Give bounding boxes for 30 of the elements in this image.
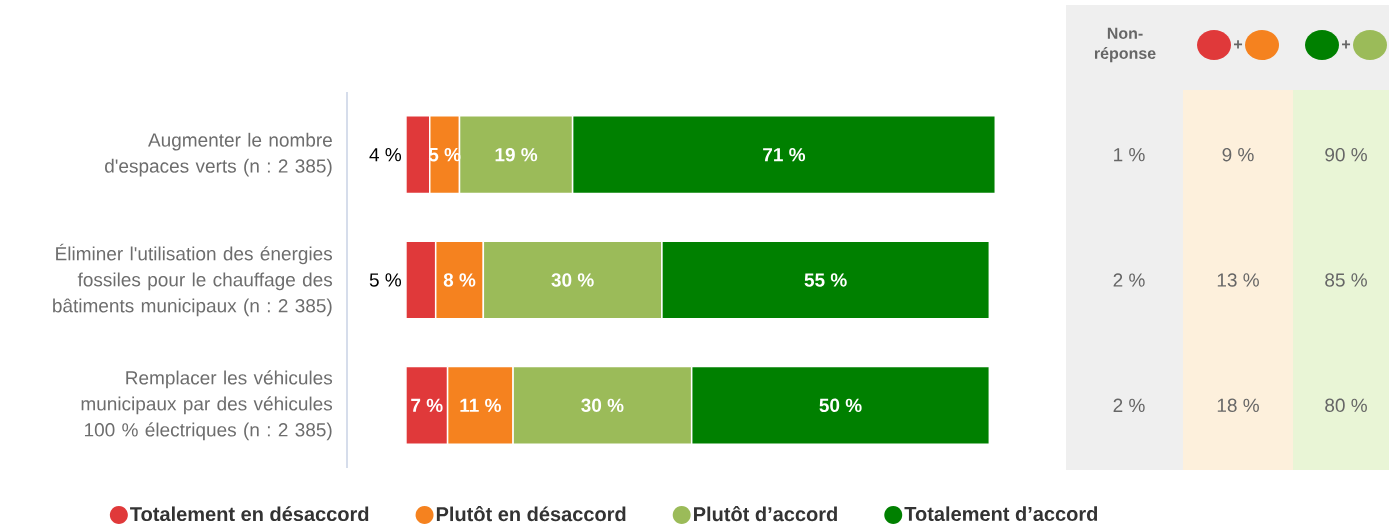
legend-label: Totalement en désaccord xyxy=(130,506,369,522)
data-label: 30 % xyxy=(581,398,624,413)
legend-label: Plutôt d’accord xyxy=(694,506,837,522)
y-tick-label: Éliminer l'utilisation des énergies fossiles pour le chauffage des bâtiments municipaux (n : 2 385) xyxy=(53,243,333,317)
data-label: 50 % xyxy=(819,398,862,413)
y-tick-label: Augmenter le nombre d'espaces verts (n : 2 385) xyxy=(105,132,332,177)
category-label: Non-réponse xyxy=(1094,27,1156,63)
text: 2 % xyxy=(1113,273,1145,287)
data-label: 19 % xyxy=(495,147,538,162)
legend-label: Totalement d’accord xyxy=(904,506,1098,522)
text: 1 % xyxy=(1114,148,1145,162)
text: 13 % xyxy=(1217,273,1259,287)
data-label: 8 % xyxy=(443,273,476,287)
legend-label: Plutôt en désaccord xyxy=(436,506,626,522)
data-label: 30 % xyxy=(551,273,594,287)
data-label: 7 % xyxy=(411,398,443,413)
data-label: 4 % xyxy=(369,148,402,162)
text: 80 % xyxy=(1325,398,1367,413)
data-label: 11 % xyxy=(460,398,501,413)
text: 2 % xyxy=(1113,398,1145,412)
text: 18 % xyxy=(1217,398,1259,413)
category-label: + xyxy=(1234,40,1243,49)
text: 90 % xyxy=(1325,147,1367,162)
category-label: + xyxy=(1342,40,1351,49)
data-label: 71 % xyxy=(763,147,806,162)
text: 85 % xyxy=(1325,273,1367,287)
y-tick-label: Remplacer les véhicules municipaux par des véhicules 100 % électriques (n : 2 385) xyxy=(81,370,333,441)
text: 9 % xyxy=(1222,147,1254,162)
data-label: 5 % xyxy=(369,273,402,287)
data-label: 55 % xyxy=(804,273,847,287)
